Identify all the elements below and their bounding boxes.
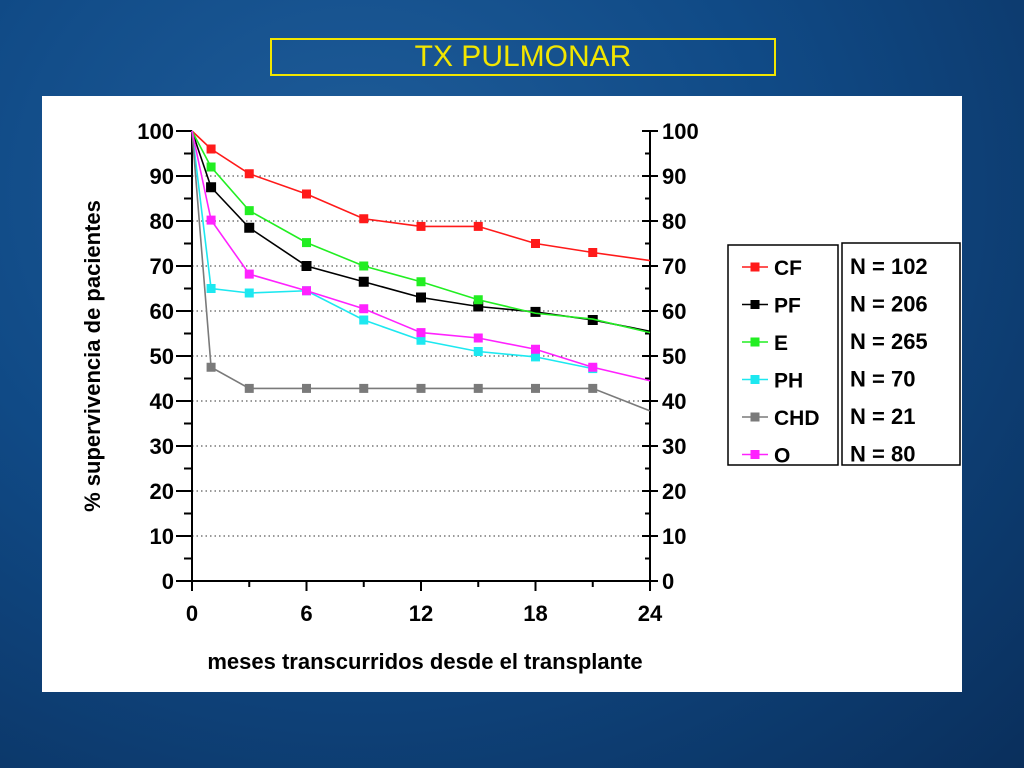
data-point-ph bbox=[244, 288, 254, 298]
data-point-pf bbox=[206, 182, 217, 193]
y-axis-title: % supervivencia de pacientes bbox=[80, 200, 105, 512]
y-tick-label-left: 30 bbox=[150, 434, 174, 459]
data-point-e bbox=[244, 206, 254, 216]
x-tick-label: 18 bbox=[523, 601, 547, 626]
data-point-chd bbox=[416, 383, 426, 393]
legend-label-ph: PH bbox=[774, 370, 803, 393]
data-point-e bbox=[206, 162, 216, 172]
data-point-cf bbox=[206, 144, 216, 154]
data-point-cf bbox=[244, 169, 254, 179]
data-point-o bbox=[473, 333, 483, 343]
sample-size-o: N = 80 bbox=[850, 442, 915, 467]
legend-marker-cf bbox=[750, 262, 760, 272]
data-point-ph bbox=[531, 352, 540, 362]
sample-size-ph: N = 70 bbox=[850, 367, 915, 392]
x-tick-label: 24 bbox=[638, 601, 663, 626]
y-tick-label-right: 30 bbox=[662, 434, 686, 459]
data-point-e bbox=[416, 277, 426, 287]
data-point-o bbox=[302, 286, 311, 296]
y-tick-label-left: 0 bbox=[162, 569, 174, 594]
data-point-pf bbox=[358, 276, 369, 287]
data-point-o bbox=[244, 269, 254, 279]
sample-size-chd: N = 21 bbox=[850, 404, 915, 429]
y-tick-label-right: 70 bbox=[662, 254, 686, 279]
y-tick-label-left: 10 bbox=[150, 524, 174, 549]
data-point-pf bbox=[416, 292, 426, 303]
data-point-chd bbox=[302, 383, 311, 393]
y-tick-label-right: 60 bbox=[662, 299, 686, 324]
data-point-ph bbox=[473, 347, 483, 356]
data-point-e bbox=[359, 261, 369, 271]
data-point-chd bbox=[244, 383, 254, 393]
data-point-ph bbox=[359, 315, 369, 325]
series-line-o bbox=[191, 130, 651, 382]
legend-marker-ph bbox=[750, 375, 760, 384]
y-tick-label-left: 70 bbox=[150, 254, 174, 279]
y-tick-label-right: 0 bbox=[662, 569, 674, 594]
y-tick-label-right: 90 bbox=[662, 164, 686, 189]
data-point-o bbox=[588, 362, 598, 372]
y-tick-label-left: 50 bbox=[150, 344, 174, 369]
data-point-chd bbox=[531, 383, 540, 393]
data-point-ph bbox=[206, 284, 216, 293]
legend-label-cf: CF bbox=[774, 257, 802, 280]
data-point-pf bbox=[244, 222, 255, 233]
data-point-chd bbox=[588, 383, 598, 393]
y-tick-label-left: 40 bbox=[150, 389, 174, 414]
legend-marker-pf bbox=[750, 300, 760, 309]
data-point-o bbox=[416, 328, 426, 338]
sample-size-pf: N = 206 bbox=[850, 292, 928, 317]
data-point-chd bbox=[206, 362, 216, 372]
legend-box bbox=[727, 244, 839, 466]
data-point-cf bbox=[531, 239, 540, 248]
slide-title: TX PULMONAR bbox=[270, 38, 776, 76]
data-point-cf bbox=[416, 221, 426, 231]
legend-label-o: O bbox=[774, 445, 790, 468]
legend-marker-chd bbox=[750, 412, 760, 422]
data-point-cf bbox=[588, 248, 598, 257]
sample-size-cf: N = 102 bbox=[850, 254, 928, 279]
data-point-o bbox=[531, 344, 540, 354]
legend-label-e: E bbox=[774, 332, 788, 355]
x-tick-label: 0 bbox=[186, 601, 198, 626]
data-point-cf bbox=[473, 221, 483, 231]
series-line-ph bbox=[191, 130, 593, 370]
data-point-o bbox=[206, 215, 216, 225]
data-point-cf bbox=[359, 214, 369, 224]
x-tick-label: 12 bbox=[409, 601, 433, 626]
y-tick-label-left: 90 bbox=[150, 164, 174, 189]
sample-size-e: N = 265 bbox=[850, 329, 928, 354]
x-axis-title: meses transcurridos desde el transplante bbox=[207, 649, 642, 674]
data-point-e bbox=[302, 238, 311, 248]
legend-marker-o bbox=[750, 450, 760, 459]
data-point-pf bbox=[301, 261, 312, 271]
data-point-chd bbox=[359, 383, 369, 393]
y-tick-label-right: 100 bbox=[662, 119, 699, 144]
y-tick-label-left: 80 bbox=[150, 209, 174, 234]
series-line-chd bbox=[191, 130, 651, 412]
y-tick-label-right: 10 bbox=[662, 524, 686, 549]
data-point-ph bbox=[416, 335, 426, 345]
data-point-cf bbox=[302, 189, 311, 199]
y-tick-label-left: 100 bbox=[137, 119, 174, 144]
series-line-e bbox=[191, 130, 651, 334]
data-point-chd bbox=[473, 383, 483, 393]
data-point-e bbox=[473, 295, 483, 305]
sample-size-box bbox=[841, 242, 961, 466]
y-tick-label-right: 50 bbox=[662, 344, 686, 369]
legend-marker-e bbox=[750, 337, 760, 347]
y-tick-label-left: 20 bbox=[150, 479, 174, 504]
legend-label-pf: PF bbox=[774, 295, 801, 318]
y-tick-label-right: 20 bbox=[662, 479, 686, 504]
data-point-o bbox=[359, 304, 369, 314]
series-line-cf bbox=[191, 130, 651, 262]
x-tick-label: 6 bbox=[300, 601, 312, 626]
legend-label-chd: CHD bbox=[774, 407, 820, 430]
chart-panel: 0 0 10 10 20 20 30 30 40 40 50 50 60 60 70 70 80 80 90 90 10… bbox=[42, 96, 962, 692]
y-tick-label-right: 40 bbox=[662, 389, 686, 414]
y-tick-label-left: 60 bbox=[150, 299, 174, 324]
y-tick-label-right: 80 bbox=[662, 209, 686, 234]
